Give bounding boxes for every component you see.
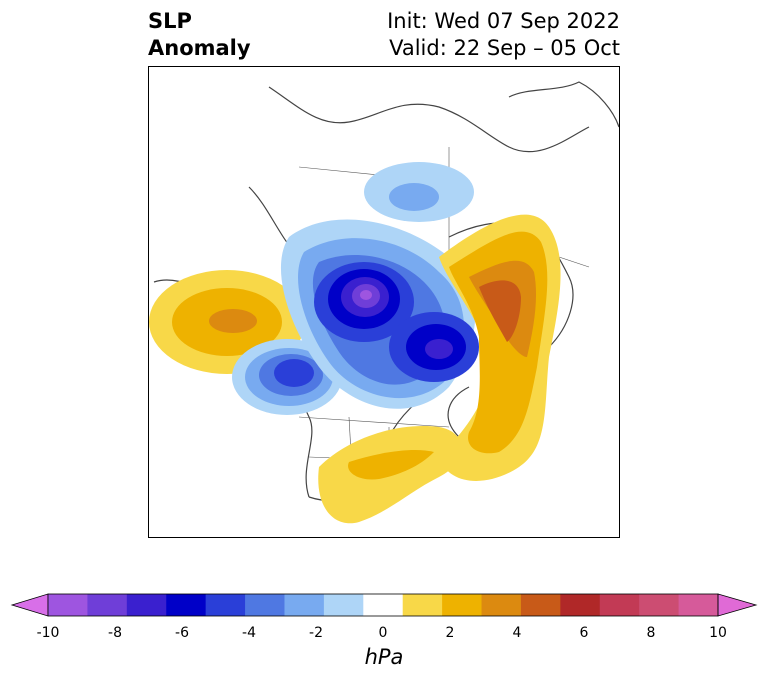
colorbar-segment	[284, 594, 325, 616]
init-date: Init: Wed 07 Sep 2022	[387, 9, 620, 33]
colorbar-segment	[245, 594, 285, 616]
map-panel	[148, 66, 620, 538]
colorbar-segment	[678, 594, 719, 616]
colorbar-tick-label: -10	[36, 625, 60, 641]
colorbar-tick-label: 8	[646, 625, 656, 641]
colorbar-tick-label: 4	[512, 625, 522, 641]
map-title-variable: SLP Anomaly	[148, 8, 251, 62]
colorbar-frame	[47, 593, 719, 617]
colorbar-segment	[363, 594, 404, 616]
title-line-2: Anomaly	[148, 36, 251, 60]
colorbar-segment	[402, 594, 443, 616]
colorbar-tick-label: -2	[309, 625, 323, 641]
colorbar-extend-max	[717, 593, 758, 617]
colorbar-tick-label: -8	[108, 625, 122, 641]
colorbar-segment	[205, 594, 246, 616]
colorbar-segment	[323, 594, 364, 616]
colorbar-segment	[87, 594, 128, 616]
colorbar-tick-label: 6	[579, 625, 589, 641]
europe-atlantic-high	[439, 214, 561, 481]
map-title-dates: Init: Wed 07 Sep 2022 Valid: 22 Sep – 05…	[387, 8, 620, 62]
colorbar-tick-label: 10	[709, 625, 727, 641]
anomaly-map	[149, 81, 619, 524]
colorbar-segment	[481, 594, 522, 616]
colorbar-segment	[126, 594, 167, 616]
colorbar-segment	[48, 594, 88, 616]
colorbar-segment	[520, 594, 561, 616]
colorbar-segment	[166, 594, 207, 616]
colorbar-segment	[639, 594, 680, 616]
colorbar	[10, 593, 758, 617]
colorbar-extend-min	[10, 593, 49, 617]
colorbar-segment	[442, 594, 483, 616]
colorbar-tick-label: 2	[445, 625, 455, 641]
colorbar-label: hPa	[364, 645, 404, 669]
hudson-bay-low	[389, 312, 479, 382]
colorbar-segment	[599, 594, 640, 616]
southern-us-high	[318, 426, 462, 524]
siberia-low	[364, 162, 474, 222]
colorbar-segment	[560, 594, 601, 616]
valid-range: Valid: 22 Sep – 05 Oct	[389, 36, 620, 60]
colorbar-tick-label: 0	[378, 625, 388, 641]
colorbar-tick-label: -6	[175, 625, 189, 641]
colorbar-tick-label: -4	[242, 625, 256, 641]
title-line-1: SLP	[148, 9, 192, 33]
